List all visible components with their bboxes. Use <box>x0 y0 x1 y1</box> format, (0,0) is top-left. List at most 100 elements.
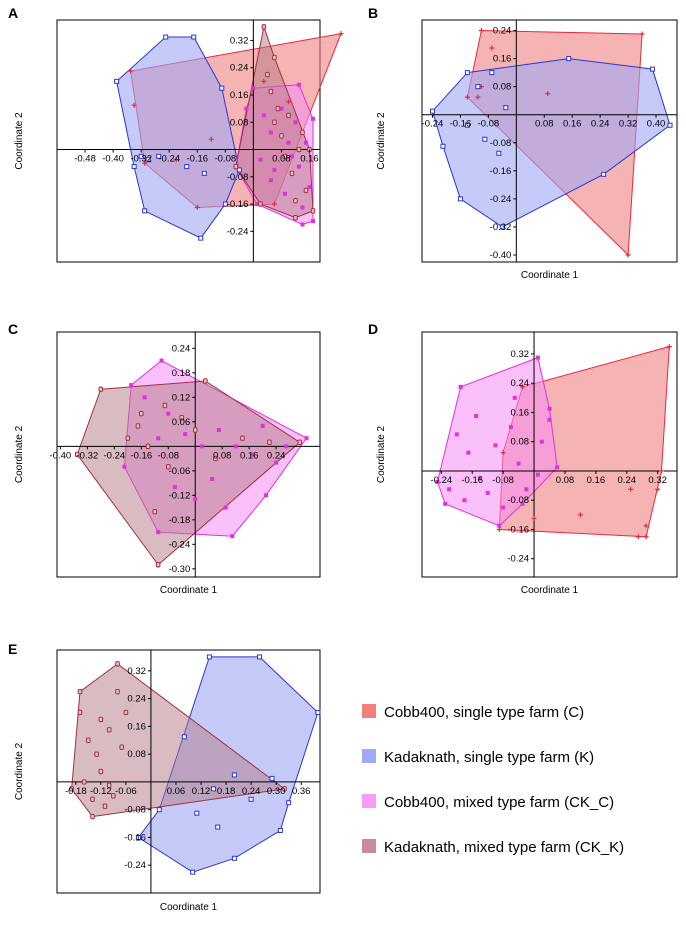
y-tick-label: 0.24 <box>511 378 530 389</box>
x-axis-label: Coordinate 1 <box>160 902 218 913</box>
x-tick-label: -0.24 <box>103 450 125 461</box>
point-ck-c <box>223 505 228 510</box>
point-ck-k <box>179 415 185 421</box>
y-tick-label: 0.12 <box>172 392 191 403</box>
point-ck-k <box>115 688 120 695</box>
point-k <box>142 208 148 214</box>
x-tick-label: -0.18 <box>65 786 87 797</box>
x-tick-label: -0.24 <box>422 119 444 130</box>
point-k <box>601 171 607 177</box>
point-k <box>499 224 505 230</box>
point-c <box>478 28 484 34</box>
point-k <box>194 810 200 816</box>
panel-b: -0.24 -0.16 -0.08 0.08 0.16 0.24 0.32 0.40 0.24 0… <box>376 19 678 281</box>
point-ck-k <box>213 455 218 462</box>
plot-frame <box>56 649 321 894</box>
panel-letter-a: A <box>8 5 18 21</box>
legend-swatch-c <box>362 704 376 718</box>
y-tick-label: -0.06 <box>169 466 191 477</box>
x-tick-label: 0.16 <box>587 475 606 486</box>
point-k <box>114 78 120 84</box>
point-ck-c <box>274 460 279 465</box>
point-ck-c <box>233 444 238 449</box>
point-k <box>236 167 242 173</box>
point-k <box>131 164 137 170</box>
point-ck-c <box>156 436 161 441</box>
point-k <box>269 775 275 781</box>
point-ck-c <box>142 395 147 400</box>
point-ck-k <box>258 201 263 207</box>
plot-frame <box>56 19 321 263</box>
point-ck-c <box>310 116 315 121</box>
point-ck-k <box>81 779 87 785</box>
point-ck-c <box>258 157 263 162</box>
point-ck-c <box>501 505 506 510</box>
point-ck-k <box>98 386 104 392</box>
x-tick-label: -0.16 <box>130 450 152 461</box>
point-ck-c <box>129 383 134 388</box>
point-k <box>145 157 151 163</box>
point-ck-c <box>173 485 178 490</box>
point-ck-c <box>254 202 259 207</box>
point-c <box>635 534 641 540</box>
x-axis-label: Coordinate 1 <box>521 270 579 281</box>
point-k <box>489 70 495 76</box>
point-ck-k <box>86 737 91 743</box>
point-ck-k <box>152 508 158 515</box>
x-tick-label: 0.08 <box>213 450 232 461</box>
x-tick-label: -0.32 <box>130 154 152 165</box>
point-k <box>503 105 509 111</box>
point-ck-c <box>512 395 517 400</box>
y-tick-label: 0.24 <box>493 26 512 37</box>
legend-label-ck-k: Kadaknath, mixed type farm (CK_K) <box>384 839 624 856</box>
point-ck-k <box>155 562 161 568</box>
point-c <box>628 486 634 492</box>
point-ck-c <box>303 140 308 145</box>
point-c <box>194 204 200 210</box>
point-ck-c <box>535 355 540 360</box>
x-tick-label: -0.08 <box>478 119 500 130</box>
x-tick-label: -0.06 <box>115 786 137 797</box>
point-ck-c <box>122 464 127 469</box>
point-ck-k <box>98 768 104 775</box>
point-k <box>231 772 237 778</box>
point-k <box>198 235 204 241</box>
point-ck-c <box>251 86 256 91</box>
point-ck-k <box>289 170 295 177</box>
x-tick-label: -0.48 <box>74 154 96 165</box>
point-ck-c <box>520 501 525 506</box>
x-tick-label: -0.24 <box>430 475 452 486</box>
y-tick-label: -0.24 <box>124 860 146 871</box>
x-tick-label: -0.40 <box>102 154 124 165</box>
point-k <box>191 34 197 40</box>
point-ck-k <box>119 744 125 750</box>
point-ck-c <box>516 461 521 466</box>
point-c <box>464 94 470 100</box>
point-ck-c <box>435 479 440 484</box>
point-k <box>475 84 481 90</box>
point-ck-c <box>497 523 502 528</box>
point-ck-k <box>165 464 171 470</box>
point-ck-k <box>138 410 144 417</box>
point-ck-k <box>300 129 305 136</box>
point-ck-k <box>272 54 277 61</box>
panel-e: -0.18 -0.12 -0.06 0.06 0.12 0.18 0.24 0.30 0.36 0… <box>14 649 321 913</box>
point-k <box>135 834 141 840</box>
y-tick-label: -0.18 <box>169 515 191 526</box>
x-tick-label: 0.32 <box>648 475 667 486</box>
x-tick-label: 0.36 <box>292 786 311 797</box>
point-ck-c <box>230 534 235 539</box>
y-axis-label: Coordinate 2 <box>376 425 387 483</box>
point-ck-c <box>293 120 298 125</box>
panel-letter-d: D <box>368 321 378 337</box>
panel-letter-b: B <box>368 5 378 21</box>
point-c <box>531 515 537 521</box>
x-tick-label: 0.12 <box>192 786 211 797</box>
point-k <box>256 654 262 660</box>
y-tick-label: 0.32 <box>230 35 249 46</box>
point-k <box>286 800 292 806</box>
x-tick-label: 0.24 <box>267 450 286 461</box>
point-ck-c <box>268 130 273 135</box>
y-tick-label: 0.16 <box>230 90 249 101</box>
